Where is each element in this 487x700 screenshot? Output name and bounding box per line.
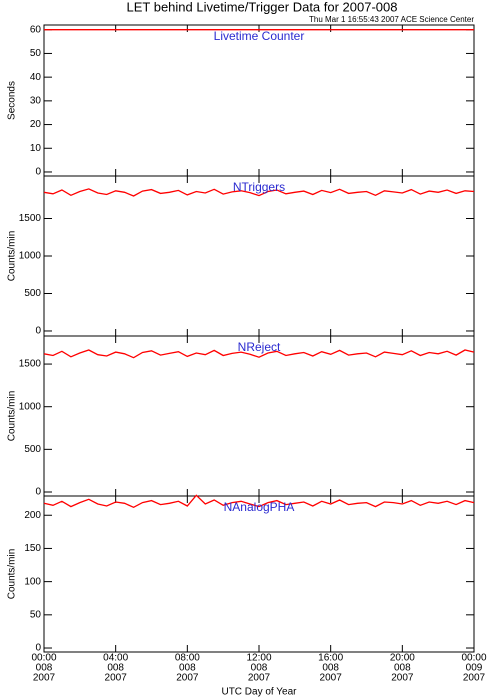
y-tick-label: 0 [35,167,41,178]
y-tick-label: 50 [30,609,42,620]
y-axis-label: Counts/min [7,391,18,442]
panel-annotation: NReject [238,340,281,354]
y-tick-label: 1500 [19,359,42,370]
x-tick-label: 04:00 [103,653,128,664]
x-tick-day: 008 [179,663,196,674]
x-tick-day: 008 [107,663,124,674]
x-tick-label: 20:00 [390,653,415,664]
panel-annotation: Livetime Counter [214,29,305,43]
x-tick-year: 2007 [105,673,128,684]
chart-title: LET behind Livetime/Trigger Data for 200… [127,0,398,14]
x-tick-day: 008 [394,663,411,674]
y-tick-label: 1000 [19,251,42,262]
y-axis-label: Counts/min [7,549,18,600]
x-tick-year: 2007 [176,673,199,684]
x-tick-label: 08:00 [175,653,200,664]
panel-frame [43,495,475,653]
y-tick-label: 40 [30,72,42,83]
y-axis-label: Counts/min [7,231,18,282]
y-tick-label: 500 [24,444,41,455]
y-tick-label: 60 [30,24,42,35]
y-tick-label: 200 [24,510,41,521]
panel-frame [43,175,475,337]
y-tick-label: 10 [30,143,42,154]
data-line [43,188,475,197]
y-tick-label: 150 [24,543,41,554]
y-tick-label: 1500 [19,213,42,224]
y-tick-label: 500 [24,288,41,299]
panel-frame [43,335,475,497]
panel-annotation: NTriggers [233,180,285,194]
y-tick-label: 20 [30,119,42,130]
x-tick-day: 008 [322,663,339,674]
x-tick-label: 16:00 [318,653,343,664]
chart-subtitle: Thu Mar 1 16:55:43 2007 ACE Science Cent… [309,15,474,24]
panel-annotation: NAnalogPHA [224,500,295,514]
x-tick-label: 12:00 [246,653,271,664]
y-axis-label: Seconds [7,81,18,120]
x-axis-label: UTC Day of Year [221,687,297,698]
x-tick-year: 2007 [248,673,271,684]
y-tick-label: 100 [24,576,41,587]
panel-frame [43,24,475,177]
data-line [43,349,475,359]
x-tick-day: 008 [251,663,268,674]
x-tick-year: 2007 [320,673,343,684]
y-tick-label: 1000 [19,401,42,412]
y-tick-label: 0 [35,643,41,654]
y-tick-label: 30 [30,95,42,106]
y-tick-label: 50 [30,48,42,59]
x-tick-label: 00:00 [461,653,486,664]
data-line [43,494,475,509]
x-tick-label: 00:00 [31,653,56,664]
x-tick-day: 008 [36,663,53,674]
x-tick-day: 009 [466,663,483,674]
y-tick-label: 0 [35,487,41,498]
x-tick-year: 2007 [463,673,486,684]
x-tick-year: 2007 [391,673,414,684]
x-tick-year: 2007 [33,673,56,684]
y-tick-label: 0 [35,326,41,337]
